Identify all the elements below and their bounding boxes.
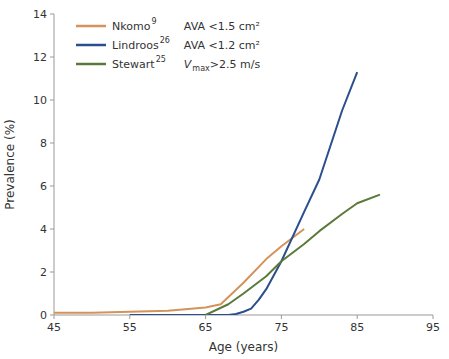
y-tick-label: 2: [40, 266, 47, 279]
legend-criterion: AVA <1.5 cm²: [184, 20, 260, 33]
x-tick: [433, 315, 434, 319]
y-tick: [50, 315, 54, 316]
y-tick: [50, 14, 54, 15]
legend-criterion: AVA <1.2 cm²: [184, 39, 260, 52]
legend-criterion: >2.5 m/s: [210, 58, 261, 71]
chart: 45 55 65 75 85 95 0 2 4 6 8 10 12 14 Age (years) Preval…: [0, 0, 449, 359]
legend-superscript: 9: [151, 17, 156, 26]
y-tick: [50, 57, 54, 58]
x-tick: [205, 315, 206, 319]
y-tick: [50, 186, 54, 187]
x-axis: [54, 315, 433, 316]
legend-criterion: max: [192, 64, 210, 73]
x-axis-label: Age (years): [209, 340, 278, 354]
x-tick-label: 75: [274, 321, 288, 334]
legend: Nkomo9 Lindroos26 Stewart25 AVA <1.5 cm² AVA…: [76, 17, 260, 73]
y-tick: [50, 229, 54, 230]
x-tick-label: 45: [47, 321, 61, 334]
y-tick-label: 0: [40, 309, 47, 322]
legend-swatch: [76, 63, 106, 66]
legend-superscript: 26: [160, 36, 170, 45]
legend-superscript: 25: [156, 55, 166, 64]
y-tick-label: 10: [33, 94, 47, 107]
y-tick: [50, 143, 54, 144]
legend-swatch: [76, 44, 106, 47]
x-tick: [357, 315, 358, 319]
x-tick: [281, 315, 282, 319]
x-tick-label: 55: [123, 321, 137, 334]
legend-label: Nkomo: [112, 20, 151, 33]
series-line: [130, 72, 357, 315]
plot-area: [54, 72, 380, 315]
y-tick-label: 14: [33, 8, 47, 21]
legend-swatch: [76, 25, 106, 28]
y-tick-label: 4: [40, 223, 47, 236]
series-line: [206, 195, 380, 315]
y-axis: [54, 14, 55, 315]
y-tick: [50, 100, 54, 101]
legend-label: Lindroos: [112, 39, 159, 52]
y-tick-label: 6: [40, 180, 47, 193]
y-axis-label: Prevalence (%): [3, 119, 17, 209]
x-tick-label: 95: [426, 321, 440, 334]
y-tick: [50, 272, 54, 273]
y-tick-label: 12: [33, 51, 47, 64]
x-tick-label: 65: [199, 321, 213, 334]
series-line: [54, 229, 304, 313]
x-tick: [54, 315, 55, 319]
x-tick-label: 85: [350, 321, 364, 334]
legend-label: Stewart: [112, 58, 155, 71]
x-tick: [129, 315, 130, 319]
y-tick-label: 8: [40, 137, 47, 150]
